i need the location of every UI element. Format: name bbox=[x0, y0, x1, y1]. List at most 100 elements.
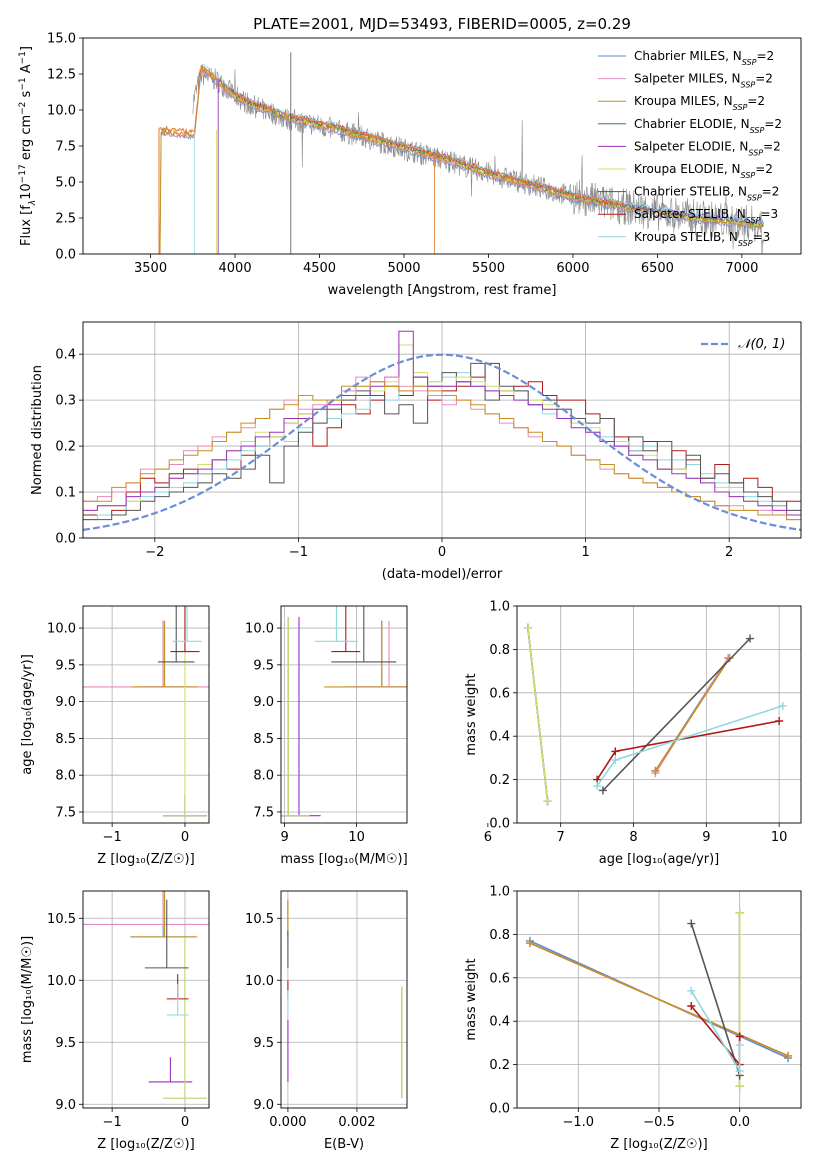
x-axis-label: Z [log₁₀(Z/Z☉)] bbox=[610, 1137, 707, 1152]
y-axis-label: mass weight bbox=[464, 958, 479, 1040]
weight-marker-chabrier-stelib bbox=[687, 919, 696, 928]
weight-marker-kroupa-elodie bbox=[735, 908, 744, 917]
legend-name: Salpeter ELODIE, N bbox=[634, 139, 748, 153]
y-axis-label: mass [log₁₀(M/M☉)] bbox=[20, 936, 35, 1063]
weight-marker-chabrier-stelib bbox=[598, 786, 607, 795]
y-tick-label: 0.4 bbox=[489, 730, 510, 745]
legend-subscript: SSP bbox=[733, 103, 748, 112]
y-tick-label: 1.0 bbox=[489, 600, 510, 615]
weight-marker-salpeter-stelib bbox=[611, 747, 620, 756]
weight-line-kroupa-elodie bbox=[527, 627, 549, 802]
y-axis-label-part: −17 bbox=[18, 164, 28, 183]
y-tick-label: 0.1 bbox=[55, 486, 76, 501]
y-tick-label: 5.0 bbox=[55, 176, 76, 191]
legend-count: =2 bbox=[764, 117, 782, 131]
weight-marker-chabrier-stelib bbox=[746, 634, 755, 643]
legend-subscript: SSP bbox=[738, 238, 753, 247]
legend-label-kroupa-elodie: Kroupa ELODIE, NSSP=2 bbox=[634, 162, 773, 180]
y-tick-label: 7.5 bbox=[55, 140, 76, 155]
weight-marker-kroupa-elodie bbox=[735, 1082, 744, 1091]
x-axis-label: wavelength [Angstrom, rest frame] bbox=[328, 283, 557, 298]
axes-frame bbox=[82, 890, 210, 1109]
legend-name: Kroupa MILES, N bbox=[634, 94, 733, 108]
axes-frame bbox=[516, 605, 802, 824]
legend-count: =3 bbox=[760, 207, 778, 221]
legend-label-salpeter-stelib: Salpeter STELIB, NSSP=3 bbox=[634, 207, 778, 225]
model-spectrum-kroupa-stelib bbox=[194, 64, 764, 254]
axes-frame bbox=[280, 890, 408, 1109]
legend-name: Salpeter STELIB, N bbox=[634, 207, 746, 221]
weight-marker-kroupa-miles bbox=[651, 766, 660, 775]
mass-vs-extinction-chart: 0.000 0.002 9.0 9.5 10.0 10.5 E(B-V) bbox=[245, 890, 408, 1152]
x-axis-label: age [log₁₀(age/yr)] bbox=[599, 852, 720, 867]
x-axis-label: E(B-V) bbox=[324, 1137, 364, 1152]
weight-marker-kroupa-stelib bbox=[611, 756, 620, 765]
weight-marker-kroupa-stelib bbox=[735, 1067, 744, 1076]
x-tick-label: 3500 bbox=[134, 261, 167, 276]
weight-marker-kroupa-elodie bbox=[543, 797, 552, 806]
y-tick-label: 8.5 bbox=[253, 732, 274, 747]
axes-frame bbox=[82, 321, 802, 539]
y-tick-label: 0.0 bbox=[55, 532, 76, 547]
x-axis-label: Z [log₁₀(Z/Z☉)] bbox=[97, 852, 194, 867]
y-tick-label: 0.3 bbox=[55, 394, 76, 409]
y-tick-label: 10.5 bbox=[245, 912, 274, 927]
legend-name: Salpeter MILES, N bbox=[634, 72, 741, 86]
y-tick-label: 10.5 bbox=[47, 912, 76, 927]
x-tick-label: 0.000 bbox=[269, 1115, 306, 1130]
legend-count: =2 bbox=[762, 185, 780, 199]
y-axis-label: mass weight bbox=[464, 673, 479, 755]
y-tick-label: 0.6 bbox=[489, 686, 510, 701]
y-axis-label-part: erg cm bbox=[19, 115, 34, 164]
legend-subscript: SSP bbox=[742, 58, 757, 67]
legend-name: Kroupa STELIB, N bbox=[634, 230, 738, 244]
y-tick-label: 0.2 bbox=[55, 440, 76, 455]
y-axis-label: Flux [fλ10−17 erg cm−2 s−1 A−1] bbox=[18, 46, 38, 246]
mass-vs-metallicity-chart: −1 0 9.0 9.5 10.0 10.5 Z [log₁₀(Z/Z☉)] mass [lo… bbox=[20, 890, 210, 1152]
legend-count: =2 bbox=[755, 72, 773, 86]
y-tick-label: 10.0 bbox=[245, 622, 274, 637]
weight-marker-kroupa-elodie bbox=[523, 623, 532, 632]
y-tick-label: 0.4 bbox=[489, 1015, 510, 1030]
y-axis-label-part: λ bbox=[28, 200, 38, 206]
legend-count: =2 bbox=[755, 162, 773, 176]
y-tick-label: 9.5 bbox=[55, 1036, 76, 1051]
legend-label-gaussian: 𝒩(0, 1) bbox=[738, 337, 785, 352]
weight-marker-kroupa-miles bbox=[725, 654, 734, 663]
x-tick-label: 6500 bbox=[641, 261, 674, 276]
y-tick-label: 12.5 bbox=[47, 68, 76, 83]
plot-area bbox=[83, 322, 801, 538]
y-tick-label: 0.2 bbox=[489, 773, 510, 788]
legend-count: =2 bbox=[756, 49, 774, 63]
y-axis-label: age [log₁₀(age/yr)] bbox=[20, 654, 35, 775]
weight-marker-kroupa-stelib bbox=[687, 986, 696, 995]
plot-area bbox=[83, 891, 209, 1108]
x-tick-label: −1 bbox=[289, 545, 308, 560]
y-tick-label: 8.0 bbox=[253, 769, 274, 784]
weight-line-salpeter-stelib bbox=[690, 1005, 741, 1067]
weight-line-kroupa-miles bbox=[529, 942, 789, 1057]
y-tick-label: 0.4 bbox=[55, 348, 76, 363]
x-tick-label: 4500 bbox=[303, 261, 336, 276]
y-tick-label: 1.0 bbox=[489, 885, 510, 900]
legend-name: Kroupa ELODIE, N bbox=[634, 162, 741, 176]
legend-count: =2 bbox=[763, 139, 781, 153]
x-tick-label: 5500 bbox=[472, 261, 505, 276]
y-tick-label: 9.5 bbox=[253, 658, 274, 673]
legend-count: =3 bbox=[753, 230, 771, 244]
y-axis-label-part: A bbox=[19, 64, 34, 77]
weight-marker-kroupa-stelib bbox=[778, 701, 787, 710]
y-tick-label: 7.5 bbox=[253, 805, 274, 820]
mass-weight-vs-age-chart: 6 7 8 9 10 0.0 0.2 0.4 0.6 0.8 1.0 age [log₁₀(age/y… bbox=[464, 600, 802, 867]
legend-subscript: SSP bbox=[748, 148, 763, 157]
weight-line-kroupa-miles bbox=[654, 657, 731, 772]
y-tick-label: 9.0 bbox=[55, 695, 76, 710]
plot-area bbox=[517, 606, 801, 823]
x-tick-label: 2 bbox=[725, 545, 733, 560]
y-tick-label: 0.0 bbox=[489, 1102, 510, 1117]
legend-label-chabrier-elodie: Chabrier ELODIE, NSSP=2 bbox=[634, 117, 782, 135]
plot-area bbox=[281, 891, 407, 1108]
y-tick-label: 9.5 bbox=[253, 1036, 274, 1051]
x-tick-label: −1.0 bbox=[563, 1115, 595, 1130]
y-tick-label: 9.0 bbox=[253, 1098, 274, 1113]
